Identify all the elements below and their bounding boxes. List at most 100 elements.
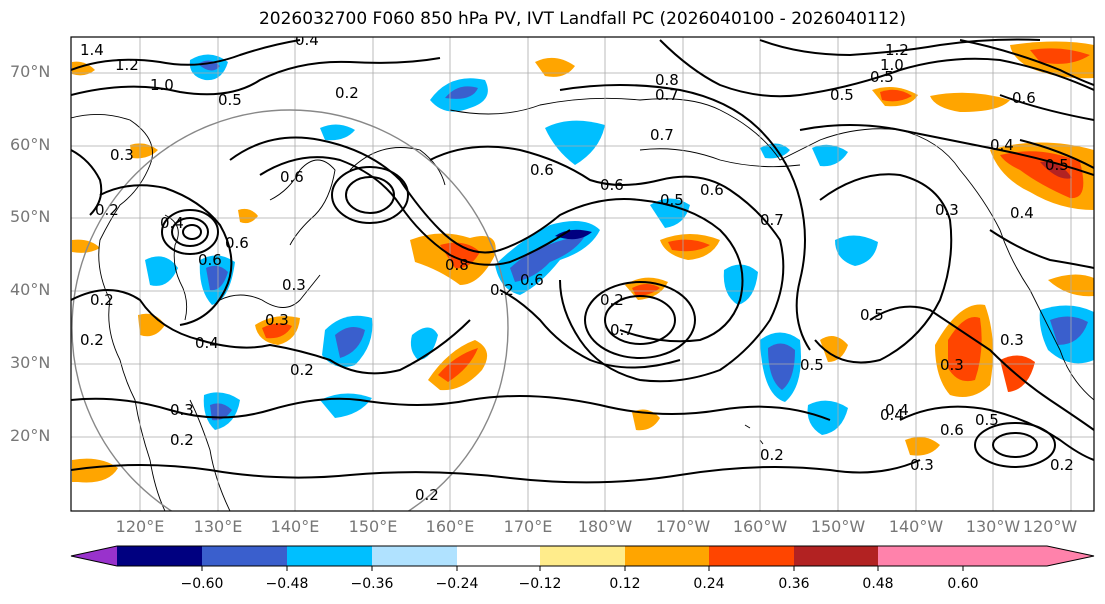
contour <box>559 84 811 351</box>
shade-blob <box>905 436 940 456</box>
contour-label: 0.8 <box>445 256 469 274</box>
lon-label: 180°W <box>577 517 633 536</box>
contour-label: 0.8 <box>655 71 679 89</box>
shade-blob <box>555 229 592 240</box>
contour-label: 0.5 <box>218 91 242 109</box>
colorbar-tick-label: −0.60 <box>180 576 224 592</box>
shade-blob <box>930 92 1010 112</box>
contour-label: 0.6 <box>530 161 554 179</box>
contour-label: 0.6 <box>520 271 544 289</box>
coast-asia <box>71 114 166 511</box>
contour-label: 0.4 <box>880 406 904 424</box>
contour <box>71 149 103 216</box>
shade-blob <box>1050 316 1088 345</box>
contour <box>71 289 471 375</box>
shade-blob <box>768 343 795 390</box>
contour <box>1019 139 1094 169</box>
contour <box>959 39 1094 86</box>
contour-label: 0.4 <box>885 401 909 419</box>
shade-blob <box>535 57 575 77</box>
colorbar-extend-high <box>963 546 1094 566</box>
contour-label: 0.2 <box>760 446 784 464</box>
shade-blob <box>145 256 178 286</box>
shade-blob <box>723 264 758 305</box>
colorbar-tick-label: −0.12 <box>518 576 562 592</box>
colorbar-tick-label: −0.48 <box>265 576 309 592</box>
shade-blob <box>72 61 95 76</box>
shade-blob <box>545 120 605 165</box>
map-frame <box>70 36 1095 512</box>
coast-japan <box>219 274 321 308</box>
colorbar-bin <box>540 546 625 566</box>
contour-label: 1.2 <box>115 56 139 74</box>
landfall-circle <box>71 109 509 511</box>
contour-label: 0.4 <box>160 214 184 232</box>
colorbar-bin <box>794 546 878 566</box>
contour <box>171 217 209 247</box>
contour <box>604 295 676 345</box>
contour <box>899 405 1094 461</box>
colorbar-bin <box>625 546 709 566</box>
colorbar-tick-label: −0.36 <box>350 576 394 592</box>
contour <box>814 173 953 364</box>
contour-label: 0.4 <box>1010 204 1034 222</box>
contour-label: 0.4 <box>295 31 319 49</box>
coast-aleutians <box>639 148 801 168</box>
shade-blob <box>668 239 710 252</box>
contour-label: 0.3 <box>940 356 964 374</box>
contour-label: 0.2 <box>335 84 359 102</box>
contour-label: 0.2 <box>600 291 624 309</box>
shade-blob <box>72 458 118 483</box>
colorbar-bin <box>878 546 963 566</box>
colorbar-bin <box>372 546 457 566</box>
contour-label: 1.0 <box>150 76 174 94</box>
contour-label: 1.4 <box>80 41 104 59</box>
lon-label: 150°W <box>810 517 866 536</box>
contour-label: 0.2 <box>90 291 114 309</box>
contour <box>659 39 1094 98</box>
contour-layer <box>71 38 1094 484</box>
contour-label: 0.3 <box>1000 331 1024 349</box>
coast-bering <box>449 97 721 115</box>
lat-label: 40°N <box>10 280 51 299</box>
lon-label: 120°E <box>115 517 165 536</box>
contour-label: 0.2 <box>290 361 314 379</box>
contour-label: 0.5 <box>975 411 999 429</box>
contour-label: 0.2 <box>95 201 119 219</box>
contour-label: 0.2 <box>170 431 194 449</box>
contour <box>229 136 744 343</box>
contour <box>869 305 1094 431</box>
contour <box>989 229 1094 269</box>
contour-label: 0.2 <box>80 331 104 349</box>
colorbar-tick-label: 0.60 <box>947 576 979 592</box>
map-title: 2026032700 F060 850 hPa PV, IVT Landfall… <box>258 9 906 29</box>
lon-label: 140°W <box>888 517 944 536</box>
contour-label: 0.2 <box>415 486 439 504</box>
lon-label: 140°E <box>270 517 320 536</box>
shade-blob <box>820 336 848 362</box>
colorbar-tick-label: 0.48 <box>862 576 894 592</box>
contour-label: 0.5 <box>870 68 894 86</box>
contour <box>799 124 1094 176</box>
coast-hawaii <box>744 424 764 445</box>
contour <box>71 459 921 484</box>
contour <box>161 209 219 255</box>
contour-label: 0.6 <box>1012 89 1036 107</box>
contour-labels: 1.4 1.2 1.0 0.5 0.4 0.2 0.3 0.6 0.2 0.6 … <box>80 31 1074 504</box>
colorbar-outline <box>70 545 1095 567</box>
lon-label: 170°W <box>655 517 711 536</box>
contour-label: 1.2 <box>885 41 909 59</box>
colorbar-bin <box>457 546 540 566</box>
gridlines <box>71 37 1094 511</box>
shade-blob <box>1000 355 1035 392</box>
shade-blob <box>812 144 848 167</box>
contour-label: 1.0 <box>880 56 904 74</box>
lat-label: 50°N <box>10 207 51 226</box>
shade-blob <box>1000 151 1084 199</box>
contour-label: 0.3 <box>282 276 306 294</box>
contour <box>345 176 395 214</box>
contour-label: 0.7 <box>655 86 679 104</box>
contour <box>429 145 785 383</box>
